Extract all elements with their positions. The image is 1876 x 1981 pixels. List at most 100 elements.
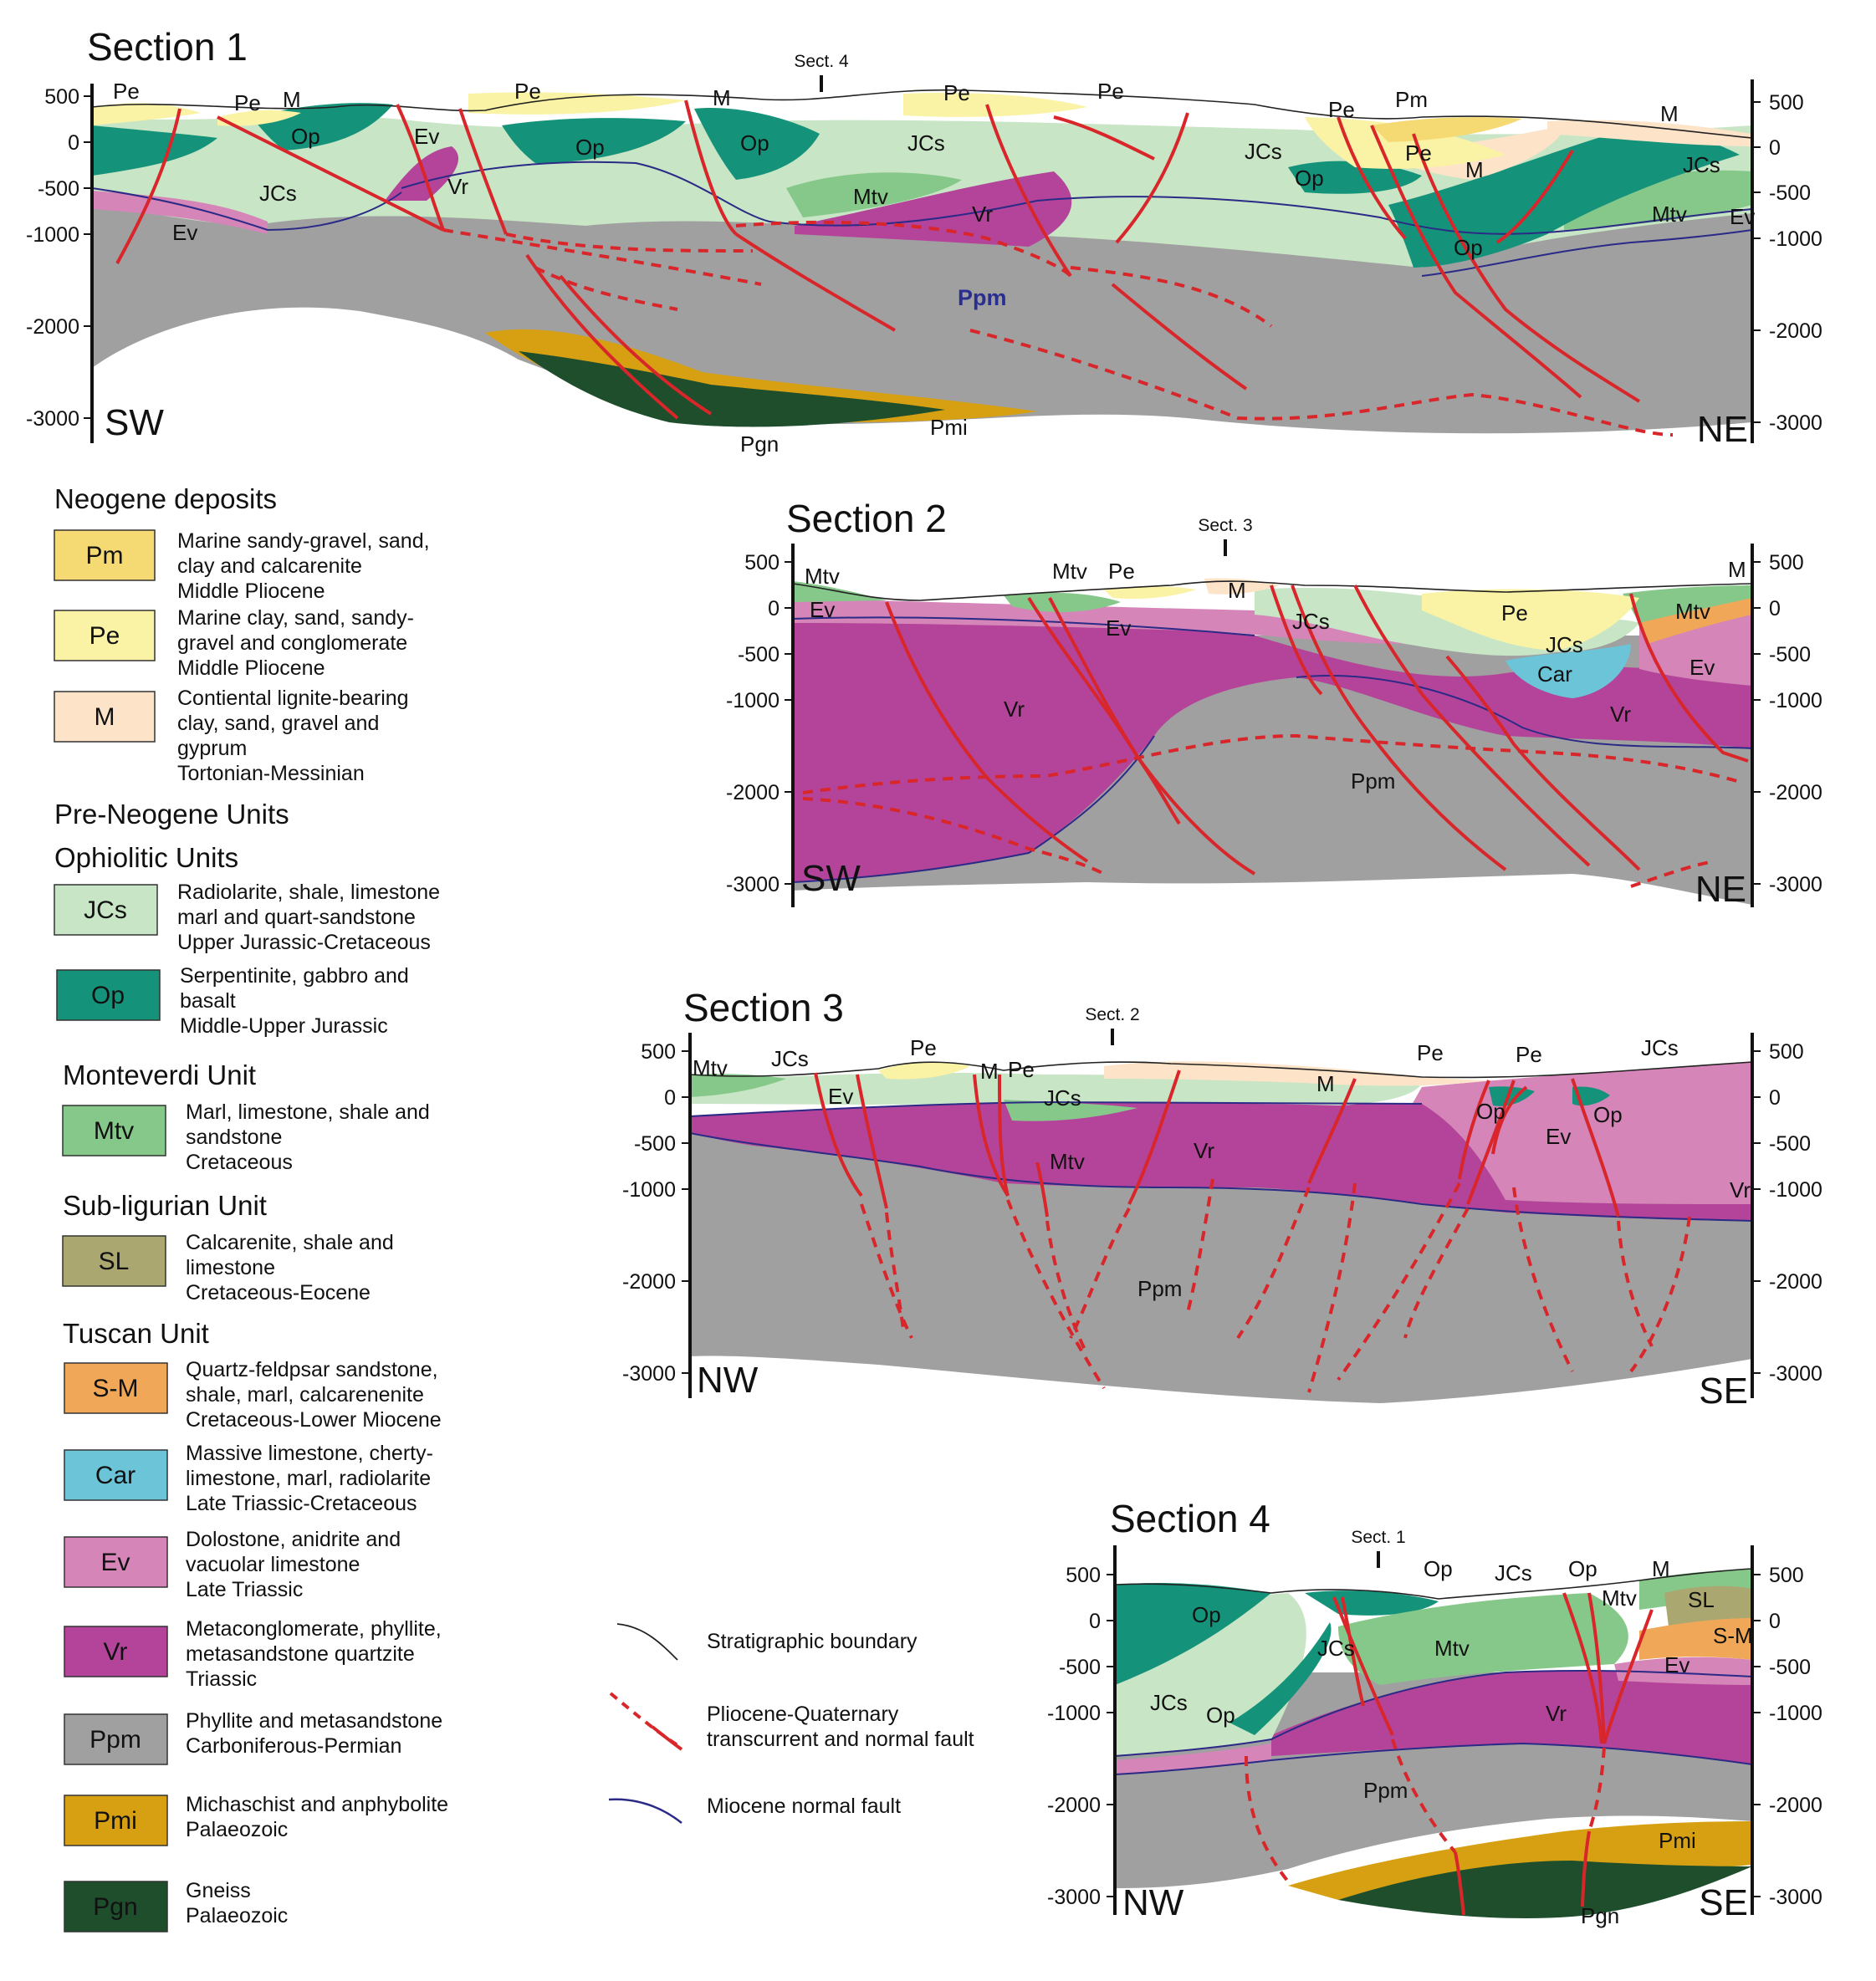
s2-vr-body xyxy=(793,617,1752,882)
s4-fault-7 xyxy=(1581,1830,1591,1907)
s3-tick-right: 500 xyxy=(1769,1040,1804,1064)
s1-fault-dashed-5 xyxy=(1070,266,1273,328)
s2-tick-left: 0 xyxy=(768,597,780,620)
s1-pe-1 xyxy=(92,103,201,125)
s3-tick-right: -1000 xyxy=(1769,1178,1822,1202)
s2-tick-right: -3000 xyxy=(1769,873,1822,896)
s4-fault-5 xyxy=(1603,1609,1654,1744)
s2-tick-right: -500 xyxy=(1769,643,1811,666)
unit-label: Pmi xyxy=(1659,1828,1696,1853)
unit-label: Pe xyxy=(1108,559,1135,584)
s4-left-ticks xyxy=(1107,1574,1115,1897)
legend-code: Pgn xyxy=(93,1893,137,1921)
legend-desc: Palaeozoic xyxy=(186,1818,288,1841)
s3-mtv-body xyxy=(690,1074,786,1097)
s2-pe-body-2 xyxy=(1104,586,1196,600)
s2-fault-6 xyxy=(1270,585,1323,696)
s1-vr-body xyxy=(795,171,1072,247)
s3-tick-right: 0 xyxy=(1769,1086,1781,1110)
unit-label: Op xyxy=(1424,1556,1453,1581)
s1-fault-2 xyxy=(217,115,444,232)
unit-label: JCs xyxy=(1317,1636,1355,1661)
unit-label: M xyxy=(1652,1556,1670,1581)
s3-m-body xyxy=(1104,1061,1489,1086)
unit-label: Vr xyxy=(447,174,468,199)
section-4-title: Section 4 xyxy=(1110,1497,1270,1540)
s4-tick-left: -3000 xyxy=(1047,1886,1101,1909)
legend-item-mtv: Mtv Marl, limestone, shale and sandstone… xyxy=(62,1100,430,1174)
s1-fault-dashed-6 xyxy=(969,329,1674,437)
unit-label: Pgn xyxy=(1581,1903,1619,1928)
legend-desc: Triassic xyxy=(186,1667,257,1691)
unit-label: Op xyxy=(1454,235,1483,260)
s1-tick-left: -3000 xyxy=(26,407,79,431)
s1-fault-3 xyxy=(396,104,445,231)
section-2-title: Section 2 xyxy=(786,497,947,540)
s1-unit-labels: Pe Pe M Op Ev Pe Op M Op JCs Pe Pe JCs P… xyxy=(113,79,1755,457)
s2-jcs-body xyxy=(1255,588,1556,656)
legend-code: JCs xyxy=(84,896,127,924)
legend-desc: clay and calcarenite xyxy=(177,554,362,578)
s3-left-ticks xyxy=(682,1050,690,1374)
s3-tick-right: -500 xyxy=(1769,1132,1811,1156)
unit-label: Vr xyxy=(1004,697,1025,722)
legend-item-sm: S-M Quartz-feldpsar sandstone, shale, ma… xyxy=(64,1358,442,1432)
s2-miocene-fault-3 xyxy=(1296,675,1753,749)
legend-swatch xyxy=(54,884,158,936)
s2-miocene-fault-2 xyxy=(792,735,1155,883)
unit-label: M xyxy=(1228,578,1246,603)
s3-fault-dashed-13 xyxy=(1629,1216,1691,1373)
s1-fault-4 xyxy=(458,108,508,235)
legend-desc: Marine clay, sand, sandy- xyxy=(177,606,414,630)
legend-swatch xyxy=(62,1235,166,1287)
s1-fault-dashed-4 xyxy=(735,220,1072,278)
legend-desc: Middle Pliocene xyxy=(177,656,325,680)
unit-label: M xyxy=(283,87,301,112)
legend-desc: Tortonian-Messinian xyxy=(177,762,365,785)
s3-fault-5 xyxy=(1035,1162,1049,1218)
s1-fault-5 xyxy=(525,253,679,420)
unit-label: JCs xyxy=(1150,1690,1188,1715)
s3-fault-dashed-11 xyxy=(1512,1187,1574,1372)
s3-tick-right: -3000 xyxy=(1769,1362,1822,1386)
unit-label: Vr xyxy=(1730,1177,1751,1202)
unit-label: Ev xyxy=(172,220,197,245)
s2-fault-dashed-2 xyxy=(802,797,1105,876)
legend-desc: Late Triassic xyxy=(186,1578,303,1601)
s1-fault-14 xyxy=(1370,125,1582,399)
s2-pe-body xyxy=(1422,589,1639,651)
legend-code: S-M xyxy=(93,1375,139,1402)
unit-label: Pe xyxy=(234,90,261,115)
s1-pe-3 xyxy=(468,92,686,115)
unit-label: Op xyxy=(1593,1102,1623,1127)
s4-tick-left: 500 xyxy=(1066,1564,1101,1587)
s1-fault-12 xyxy=(1115,112,1189,244)
s3-section-marker: Sect. 2 xyxy=(1085,1005,1139,1024)
s3-fault-dashed-2 xyxy=(885,1212,905,1330)
legend-item-pe: Pe Marine clay, sand, sandy- gravel and … xyxy=(54,606,414,680)
s3-unit-labels: Mtv JCs Pe M Pe Ev JCs M Pe Pe JCs Op Op… xyxy=(693,1035,1751,1301)
s3-tick-left: 0 xyxy=(664,1086,676,1110)
unit-label: Op xyxy=(1295,166,1324,191)
s4-tick-left: -1000 xyxy=(1047,1702,1101,1725)
s2-car-body xyxy=(1505,644,1631,698)
legend-desc: Cretaceous-Eocene xyxy=(186,1281,371,1304)
s1-left-ticks xyxy=(84,95,92,419)
unit-label: Mtv xyxy=(1602,1585,1637,1611)
s4-sm-body xyxy=(1639,1618,1752,1660)
unit-label: JCs xyxy=(771,1046,809,1071)
s1-tick-right: -2000 xyxy=(1769,319,1822,343)
legend-item-pm: Pm Marine sandy-gravel, sand, clay and c… xyxy=(54,529,430,603)
s2-direction-left: SW xyxy=(801,858,861,899)
legend-desc: Massive limestone, cherty- xyxy=(186,1442,433,1465)
unit-label: Mtv xyxy=(1434,1636,1470,1661)
s3-direction-left: NW xyxy=(697,1360,759,1401)
legend-item-op: Op Serpentinite, gabbro and basalt Middl… xyxy=(56,964,409,1038)
s4-section-marker: Sect. 1 xyxy=(1351,1528,1405,1547)
s1-tick-left: -2000 xyxy=(26,315,79,339)
unit-label: S-M xyxy=(1713,1623,1753,1648)
s1-fault-9 xyxy=(985,104,1072,278)
legend-desc: Late Triassic-Cretaceous xyxy=(186,1492,417,1515)
s4-tick-right: 500 xyxy=(1769,1564,1804,1587)
s1-op-4 xyxy=(694,108,820,180)
